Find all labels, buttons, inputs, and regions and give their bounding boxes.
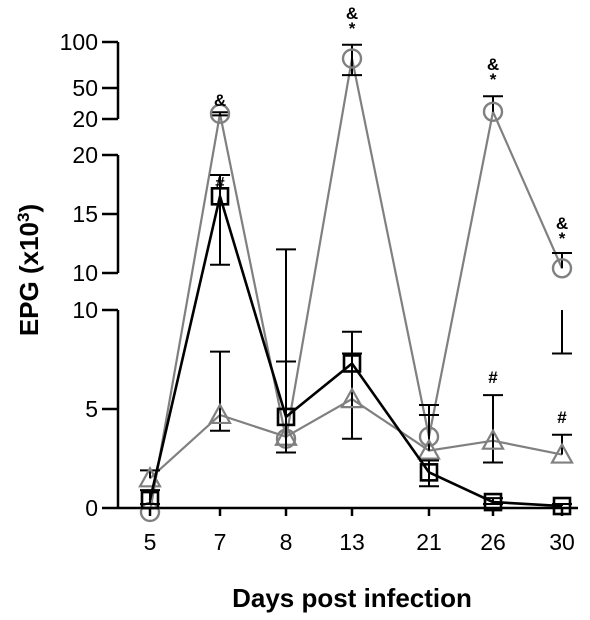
y-axis-title-suffix: ) — [14, 204, 44, 213]
x-tick-label: 21 — [416, 529, 442, 555]
x-tick-label: 5 — [144, 529, 157, 555]
point-triangle — [417, 438, 441, 460]
series-triangle — [138, 350, 574, 488]
y-tick-label: 0 — [85, 495, 98, 521]
y-tick-label: 100 — [60, 29, 98, 55]
y-tick-label: 20 — [72, 106, 98, 132]
significance-mark: # — [557, 408, 567, 427]
x-tick-label: 8 — [280, 529, 293, 555]
point-square — [552, 496, 572, 516]
point-square — [342, 354, 362, 373]
x-tick-label: 26 — [480, 529, 506, 555]
point-square — [140, 490, 160, 510]
x-tick-label: 13 — [339, 529, 365, 555]
y-tick-label: 20 — [72, 142, 98, 168]
y-tick-label: 15 — [72, 201, 98, 227]
point-triangle — [550, 442, 574, 464]
y-axis-title-main: EPG (x10 — [14, 222, 44, 336]
x-tick-label: 7 — [214, 529, 227, 555]
point-circle — [482, 101, 504, 122]
y-axis-title-superscript: 3 — [14, 213, 33, 222]
point-circle — [551, 258, 573, 279]
significance-mark: & — [346, 4, 358, 23]
significance-mark: * — [490, 70, 497, 89]
axes: 5 7 8 13 21 26 30 0 5 10 10 15 20 20 50 100 — [60, 29, 578, 555]
point-triangle — [208, 402, 232, 425]
annotations: &#*&*&*&## — [214, 4, 568, 427]
point-circle — [341, 48, 363, 69]
point-square — [419, 463, 439, 482]
significance-mark: * — [349, 19, 356, 38]
series-circle — [139, 43, 573, 523]
significance-mark: * — [559, 229, 566, 248]
y-tick-label: 50 — [72, 75, 98, 101]
y-axis-title: EPG (x103) — [14, 204, 45, 336]
significance-mark: & — [214, 91, 226, 110]
x-axis-title: Days post infection — [232, 583, 472, 613]
point-triangle — [481, 428, 505, 450]
significance-mark: # — [215, 173, 225, 192]
point-square — [483, 492, 503, 512]
point-circle — [209, 103, 231, 125]
series-square — [140, 174, 572, 516]
significance-mark: & — [487, 55, 499, 74]
series-layer — [138, 43, 574, 523]
x-tick-label: 30 — [549, 529, 575, 555]
point-square — [276, 407, 296, 427]
y-tick-label: 10 — [72, 297, 98, 323]
significance-mark: & — [556, 214, 568, 233]
y-tick-label: 10 — [72, 260, 98, 286]
point-square — [210, 187, 230, 206]
significance-mark: # — [488, 368, 498, 387]
point-triangle — [340, 386, 364, 409]
y-tick-label: 5 — [85, 396, 98, 422]
